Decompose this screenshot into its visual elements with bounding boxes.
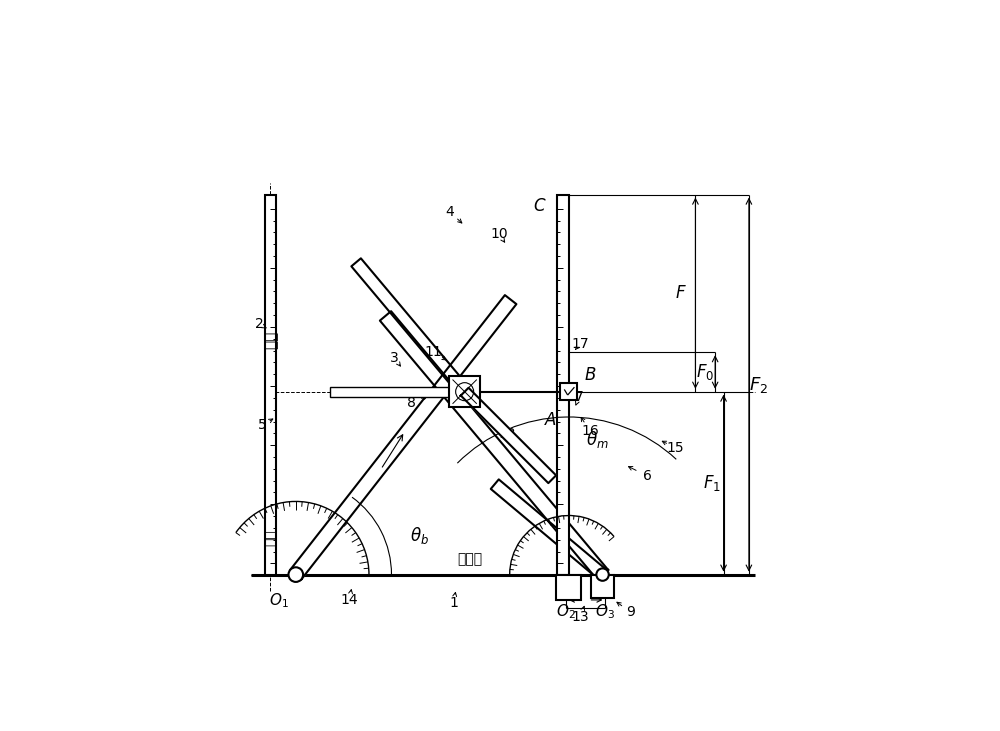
Text: 变形轴: 变形轴 bbox=[458, 552, 483, 566]
Bar bbox=[556, 575, 581, 600]
Text: $F_2$: $F_2$ bbox=[749, 374, 769, 395]
Text: 5: 5 bbox=[258, 418, 266, 433]
Text: 13: 13 bbox=[571, 610, 589, 624]
Text: 8: 8 bbox=[407, 396, 416, 410]
Text: 4: 4 bbox=[445, 205, 454, 219]
Text: 力轴: 力轴 bbox=[263, 330, 278, 349]
Text: 3: 3 bbox=[390, 351, 399, 365]
Text: 1: 1 bbox=[449, 596, 458, 610]
Text: $F_1$: $F_1$ bbox=[703, 473, 721, 493]
Text: $C$: $C$ bbox=[533, 197, 546, 215]
Text: 10: 10 bbox=[490, 227, 508, 241]
Polygon shape bbox=[351, 258, 469, 395]
Text: 6: 6 bbox=[643, 469, 652, 483]
Polygon shape bbox=[491, 480, 607, 580]
Polygon shape bbox=[290, 295, 516, 579]
Polygon shape bbox=[461, 387, 556, 483]
Text: $O_2$: $O_2$ bbox=[556, 603, 576, 621]
Text: 力轴: 力轴 bbox=[263, 530, 277, 546]
Bar bbox=[330, 387, 449, 397]
Text: 12: 12 bbox=[498, 427, 516, 441]
Circle shape bbox=[288, 567, 303, 582]
Text: $O_1$: $O_1$ bbox=[269, 591, 289, 610]
Circle shape bbox=[596, 569, 609, 581]
Bar bbox=[449, 376, 480, 407]
Text: 2: 2 bbox=[255, 317, 264, 331]
Bar bbox=[591, 575, 614, 598]
Text: $F$: $F$ bbox=[675, 284, 687, 302]
Bar bbox=[560, 383, 577, 400]
Text: 16: 16 bbox=[581, 424, 599, 438]
Bar bbox=[265, 194, 276, 575]
Text: $B$: $B$ bbox=[584, 366, 596, 384]
Text: $O_3$: $O_3$ bbox=[595, 603, 615, 621]
Text: 11: 11 bbox=[425, 345, 443, 359]
Text: $F_0$: $F_0$ bbox=[696, 362, 714, 382]
Text: 7: 7 bbox=[575, 390, 583, 404]
Text: 17: 17 bbox=[571, 337, 589, 351]
Text: $A$: $A$ bbox=[544, 411, 557, 429]
Bar bbox=[557, 194, 569, 575]
Text: 15: 15 bbox=[667, 441, 685, 455]
Text: 14: 14 bbox=[340, 593, 358, 607]
Polygon shape bbox=[380, 311, 608, 579]
Text: $\theta_m$: $\theta_m$ bbox=[586, 429, 608, 450]
Text: 9: 9 bbox=[626, 605, 635, 619]
Text: $\theta_b$: $\theta_b$ bbox=[410, 525, 429, 546]
